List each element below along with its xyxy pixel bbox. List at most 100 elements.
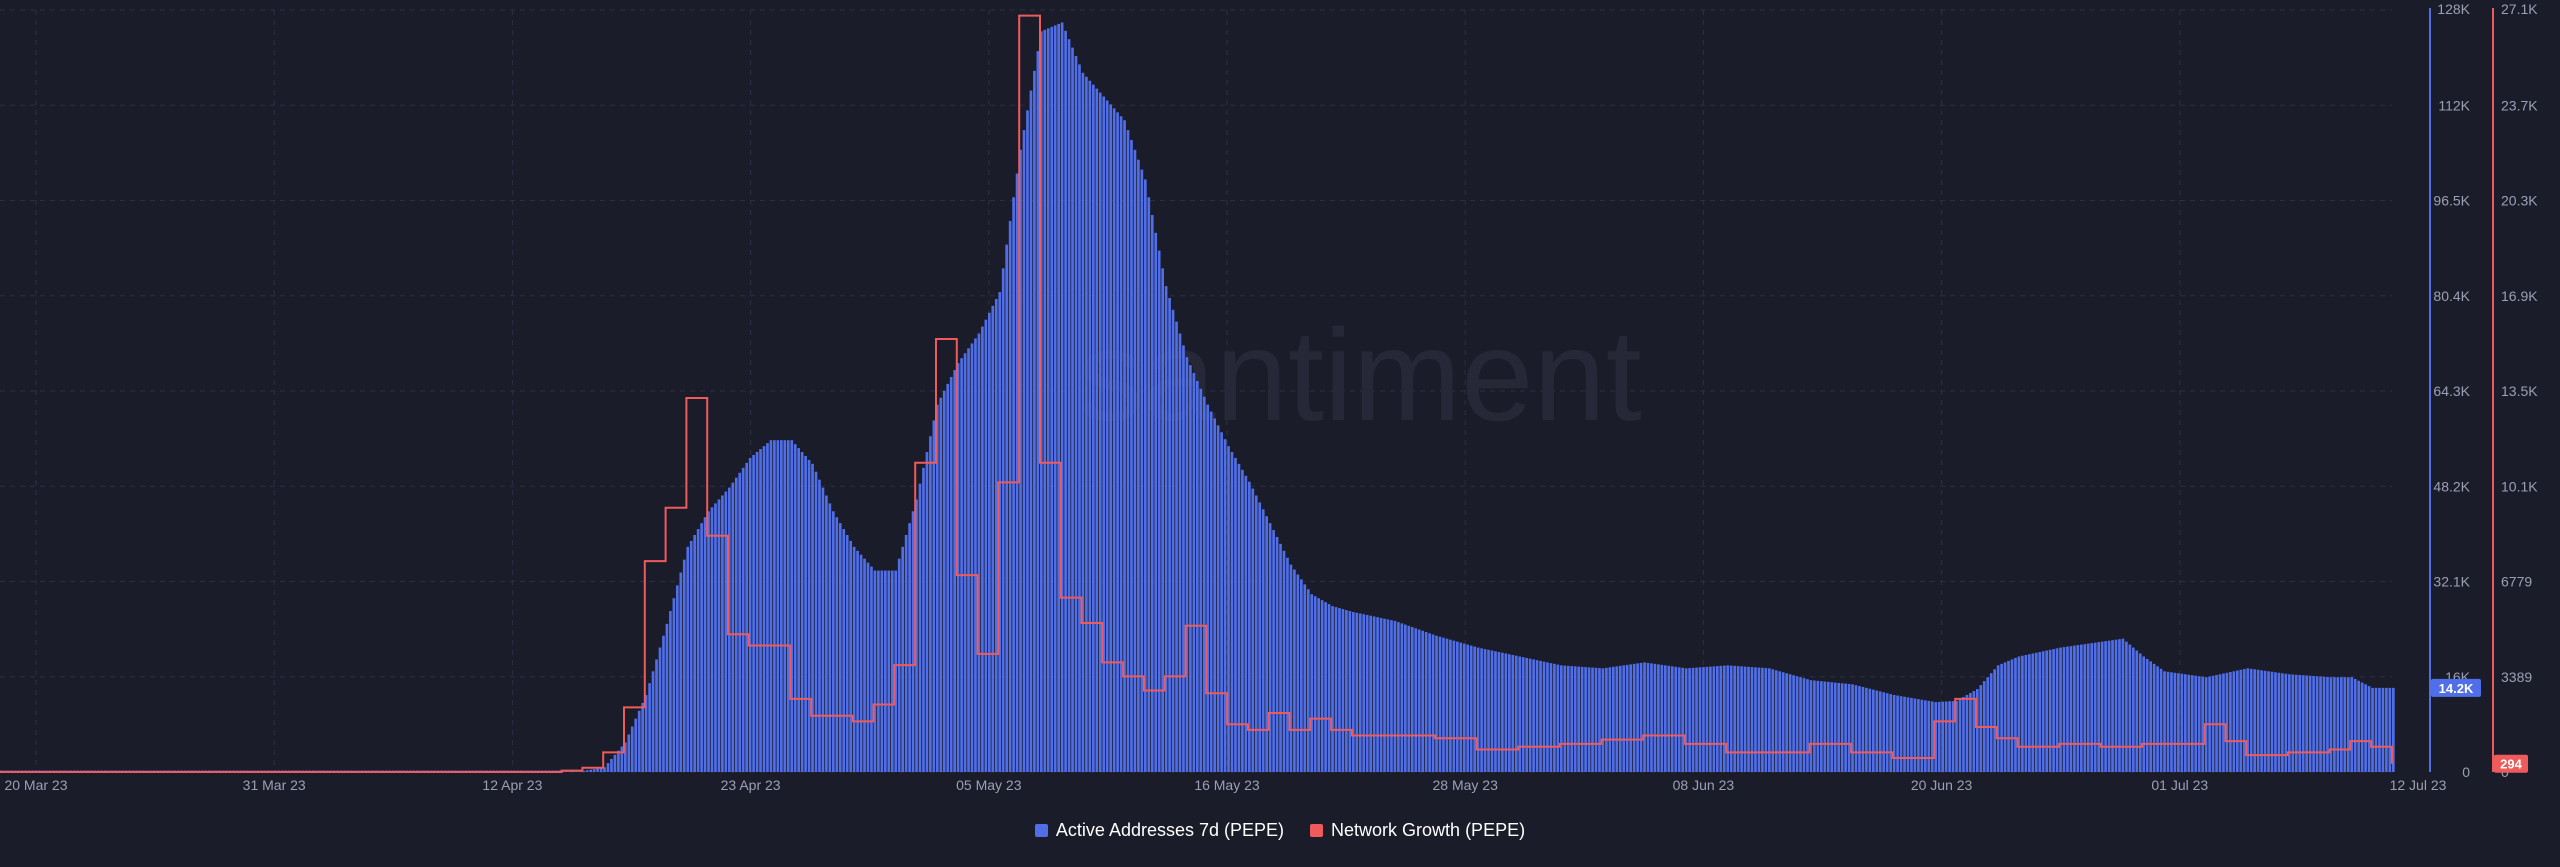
active-addresses-bar [1785, 673, 1788, 772]
x-axis-tick-label: 16 May 23 [1194, 777, 1260, 793]
x-axis-tick-label: 12 Jul 23 [2390, 777, 2447, 793]
active-addresses-bar [2246, 668, 2250, 772]
legend-swatch-blue [1034, 824, 1048, 837]
left-axis-tick-label: 112K [2438, 97, 2470, 113]
active-addresses-bar [565, 771, 568, 772]
active-addresses-bar [2069, 646, 2073, 772]
active-addresses-bar [2374, 687, 2378, 772]
active-addresses-bar [2021, 655, 2024, 772]
active-addresses-bar [953, 370, 956, 772]
active-addresses-bar [1556, 664, 1560, 772]
active-addresses-bar [714, 503, 717, 772]
active-addresses-bar [1372, 616, 1376, 772]
x-axis-tick-label: 08 Jun 23 [1673, 777, 1735, 793]
active-addresses-bar [1726, 665, 1730, 772]
active-addresses-bar [1022, 130, 1026, 772]
active-addresses-bar [804, 455, 807, 772]
active-addresses-bar [2187, 674, 2191, 772]
active-addresses-bar [1608, 667, 1612, 772]
active-addresses-bar [1612, 666, 1615, 772]
active-addresses-bar [1036, 51, 1040, 773]
active-addresses-bar [2138, 653, 2142, 772]
active-addresses-bar [936, 404, 939, 772]
active-addresses-bar [1234, 457, 1237, 772]
active-addresses-bar [1494, 651, 1497, 772]
active-addresses-bar [838, 523, 842, 772]
legend-item-network-growth[interactable]: Network Growth (PEPE) [1310, 820, 1525, 841]
left-axis-tick-label: 80.4K [2433, 288, 2470, 304]
active-addresses-bar [1466, 644, 1470, 772]
active-addresses-bar [2333, 677, 2336, 772]
active-addresses-bar [731, 482, 735, 772]
active-addresses-bar [721, 495, 724, 772]
active-addresses-bar [1736, 666, 1740, 772]
active-addresses-bar [2308, 675, 2312, 772]
active-addresses-bar [786, 440, 790, 772]
active-addresses-bar [1525, 657, 1528, 772]
active-addresses-bar [1650, 663, 1653, 772]
active-addresses-bar [1865, 687, 1868, 772]
active-addresses-bar [748, 457, 752, 772]
active-addresses-bar [1733, 665, 1736, 772]
active-addresses-bar [1542, 661, 1546, 772]
active-addresses-bar [1157, 250, 1161, 772]
active-addresses-bar [1060, 22, 1064, 772]
active-addresses-bar [1598, 668, 1601, 772]
active-addresses-bar [1580, 666, 1584, 772]
x-axis-tick-labels: 20 Mar 23 31 Mar 23 12 Apr 23 23 Apr 23 05 M… [4, 777, 2446, 793]
active-addresses-bar [2177, 673, 2180, 772]
active-addresses-bar [1296, 574, 1300, 772]
active-addresses-bar [2010, 659, 2014, 772]
active-addresses-bar [1646, 662, 1650, 772]
active-addresses-bar [1175, 321, 1178, 772]
active-addresses-bar [1144, 179, 1147, 772]
active-addresses-bar [2360, 682, 2364, 772]
active-addresses-bar [599, 767, 603, 772]
active-addresses-bar [1549, 663, 1553, 772]
active-addresses-bar [1768, 668, 1771, 772]
active-addresses-bar [780, 440, 783, 772]
active-addresses-bar [1910, 697, 1913, 772]
active-addresses-bar [1407, 625, 1411, 772]
active-addresses-bar [1445, 638, 1449, 772]
active-addresses-bar [1989, 673, 1993, 772]
active-addresses-bar [1085, 76, 1088, 773]
active-addresses-bar [2288, 674, 2291, 772]
active-addresses-bar [1227, 446, 1230, 772]
active-addresses-bar [2322, 676, 2326, 772]
network-growth-line [0, 14, 2393, 773]
active-addresses-bar [2371, 687, 2374, 772]
active-addresses-bar [582, 770, 586, 772]
active-addresses-bar [1660, 664, 1664, 772]
active-addresses-bar [863, 558, 866, 772]
active-addresses-bar [911, 511, 915, 772]
active-addresses-bar [1528, 658, 1532, 772]
active-addresses-bar [1355, 612, 1359, 772]
active-addresses-bar [585, 770, 589, 772]
active-addresses-bar [669, 611, 672, 772]
legend-item-active-addresses[interactable]: Active Addresses 7d (PEPE) [1034, 820, 1284, 841]
active-addresses-bar [939, 397, 943, 772]
active-addresses-bar [1189, 365, 1192, 772]
x-axis-tick-label: 01 Jul 23 [2151, 777, 2208, 793]
active-addresses-bar [1196, 380, 1199, 772]
active-addresses-bar [1064, 30, 1067, 773]
active-addresses-bar [825, 495, 828, 772]
active-addresses-bar [1251, 488, 1255, 772]
active-addresses-bar [2274, 672, 2277, 772]
active-addresses-bar [963, 353, 967, 772]
active-addresses-bar [1965, 694, 1969, 772]
active-addresses-bar [1584, 667, 1587, 772]
active-addresses-bar [1625, 664, 1629, 772]
active-addresses-bar [2118, 639, 2121, 772]
active-addresses-bar [1636, 663, 1639, 772]
active-addresses-bar [1043, 29, 1047, 773]
active-addresses-bar [1404, 624, 1407, 772]
right-axis-tick-label: 3389 [2501, 669, 2532, 685]
x-axis-tick-label: 20 Mar 23 [4, 777, 67, 793]
active-addresses-bar [1109, 104, 1112, 772]
active-addresses-bar [1081, 72, 1085, 772]
active-addresses-bar [1435, 635, 1438, 772]
active-addresses-bar [1050, 26, 1054, 772]
active-addresses-bar [1164, 286, 1168, 772]
